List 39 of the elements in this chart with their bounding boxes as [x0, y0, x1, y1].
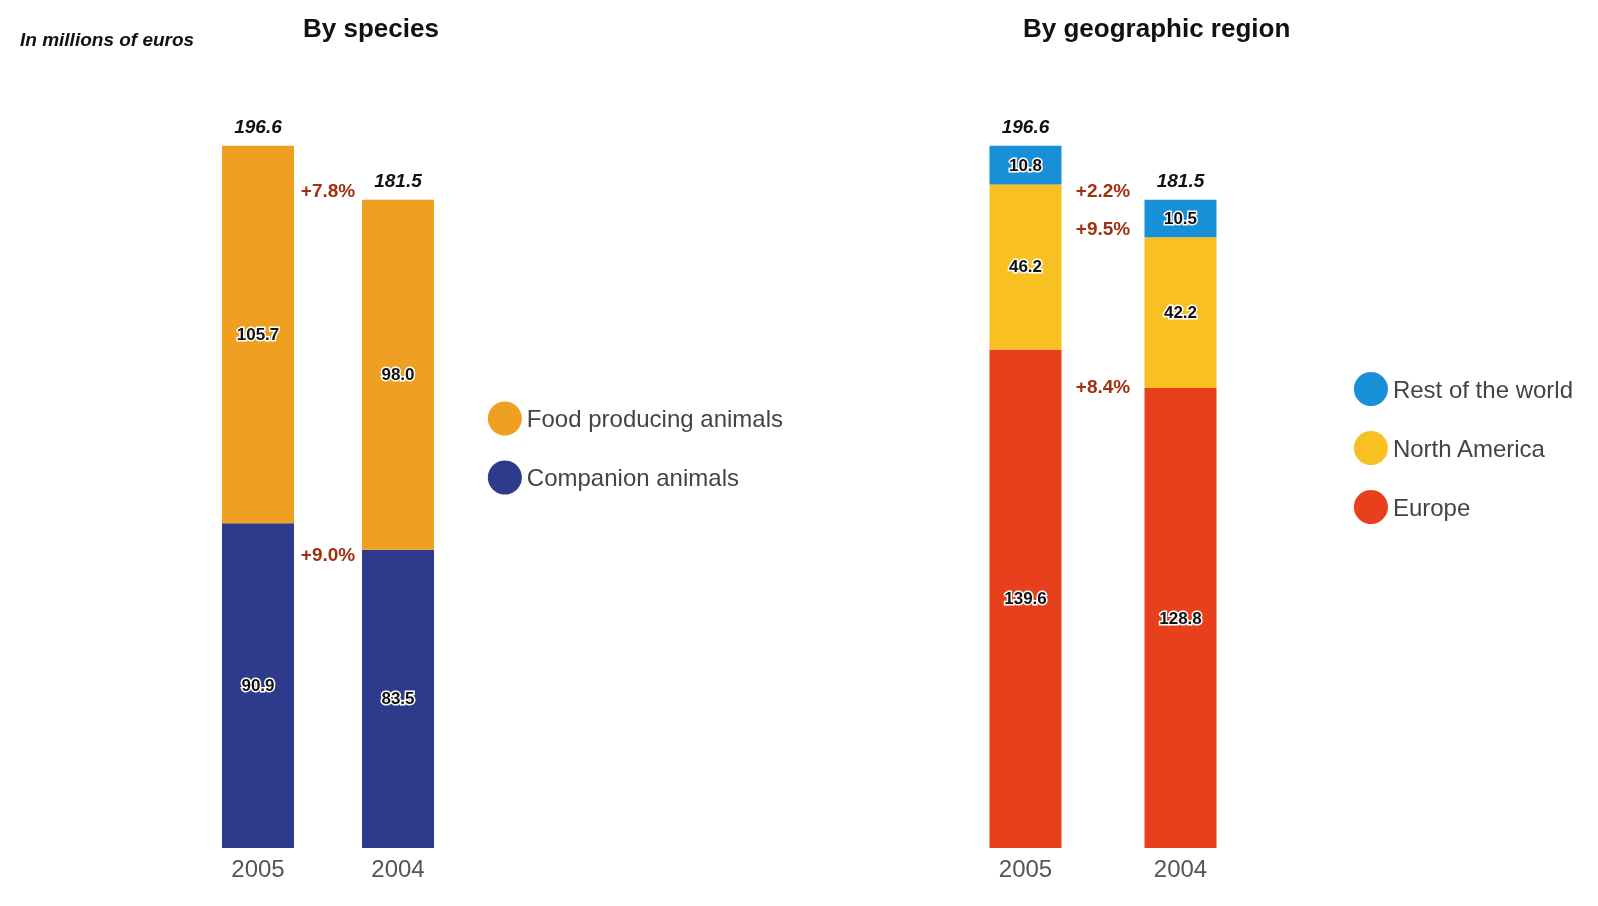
chart-subtitle: In millions of euros: [20, 29, 195, 50]
data-label: 105.7: [236, 325, 280, 345]
x-tick-label: 2005: [998, 854, 1053, 882]
total-label: 196.6: [1001, 115, 1050, 137]
data-label: 139.6: [1004, 589, 1047, 609]
bar: [989, 349, 1062, 848]
x-tick-label: 2004: [371, 854, 425, 882]
chart-title: By species: [303, 13, 439, 43]
annotation: +9.0%: [300, 544, 356, 566]
data-label: 90.9: [241, 676, 275, 696]
bar: [362, 549, 434, 848]
data-label: 10.8: [1008, 155, 1043, 175]
bar: [1144, 237, 1217, 388]
total-label: 181.5: [1156, 169, 1205, 191]
bar: [222, 145, 294, 524]
annotation: +2.2%: [1075, 180, 1131, 202]
legend-label: North America: [1392, 434, 1546, 462]
bar: [1144, 388, 1217, 848]
chart-title: By geographic region: [1023, 13, 1291, 43]
total-label: 181.5: [374, 169, 423, 191]
data-label: 42.2: [1163, 303, 1198, 323]
bar: [362, 199, 434, 550]
data-label: 83.5: [381, 689, 415, 709]
legend-label: Rest of the world: [1392, 375, 1574, 403]
data-label: 98.0: [381, 365, 415, 385]
annotation: +8.4%: [1075, 376, 1131, 398]
annotation: +7.8%: [300, 180, 356, 202]
x-tick-label: 2005: [231, 854, 285, 882]
bar: [989, 184, 1062, 350]
data-label: 128.8: [1159, 608, 1202, 628]
data-label: 46.2: [1008, 257, 1043, 277]
bar: [222, 523, 294, 848]
legend-label: Companion animals: [526, 464, 739, 491]
total-label: 196.6: [234, 115, 283, 137]
data-label: 10.5: [1163, 209, 1198, 229]
legend-label: Europe: [1392, 493, 1471, 521]
annotation: +9.5%: [1075, 218, 1131, 240]
x-tick-label: 2004: [1153, 854, 1208, 882]
legend-label: Food producing animals: [526, 405, 784, 432]
